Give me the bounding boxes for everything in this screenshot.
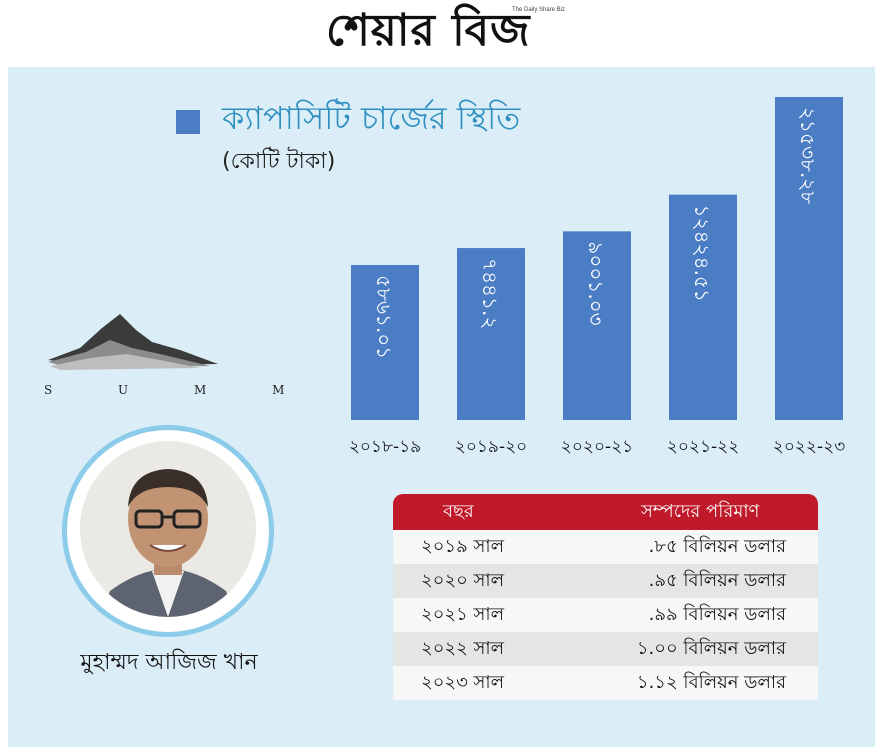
category-label-1: ২০১৯-২০ xyxy=(455,437,527,457)
summit-logo: S U M M I T xyxy=(44,314,320,397)
bar-value-label-3: ১২৪২৪.৫১ xyxy=(690,205,714,302)
bar-value-label-1: ৭৪৪১.২ xyxy=(478,258,502,329)
bar-1 xyxy=(457,248,525,420)
row-assets: ১.০০ বিলিয়ন ডলার xyxy=(636,638,786,659)
chart-unit: (কোটি টাকা) xyxy=(222,149,336,174)
portrait-icon xyxy=(80,441,256,617)
table-row: ২০২১ সাল .৯৯ বিলিয়ন ডলার xyxy=(393,598,818,632)
logo-mountain-light xyxy=(50,354,200,370)
row-year: ২০২২ সাল xyxy=(421,638,505,659)
bar-2 xyxy=(563,231,631,420)
legend-swatch xyxy=(176,110,200,134)
bar-value-label-4: ২১৫৩৮.২৮ xyxy=(796,107,820,204)
masthead-small-text: The Daily Share Biz xyxy=(512,7,566,13)
bar-4 xyxy=(775,97,843,420)
category-label-4: ২০২২-২৩ xyxy=(773,437,845,457)
portrait-photo xyxy=(80,441,256,617)
row-assets: .৯৯ বিলিয়ন ডলার xyxy=(648,604,786,625)
masthead: শেয়ার বিজ The Daily Share Biz xyxy=(0,0,883,64)
bar-value-label-2: ৯০০১.০৩ xyxy=(584,241,608,325)
row-year: ২০২০ সাল xyxy=(421,570,505,591)
row-assets: .৯৫ বিলিয়ন ডলার xyxy=(648,570,786,591)
masthead-title: শেয়ার বিজ xyxy=(326,5,531,56)
logo-wordmark: S U M M I T xyxy=(44,383,320,397)
chart-title: ক্যাপাসিটি চার্জের স্থিতি xyxy=(222,99,521,137)
table-row: ২০১৯ সাল .৮৫ বিলিয়ন ডলার xyxy=(393,530,818,564)
row-assets: .৮৫ বিলিয়ন ডলার xyxy=(648,536,786,557)
category-label-2: ২০২০-২১ xyxy=(561,437,633,457)
bar-3 xyxy=(669,194,737,420)
row-assets: ১.১২ বিলিয়ন ডলার xyxy=(636,672,786,693)
bar-0 xyxy=(351,265,419,420)
table-row: ২০২০ সাল .৯৫ বিলিয়ন ডলার xyxy=(393,564,818,598)
row-year: ২০২১ সাল xyxy=(421,604,505,625)
table-row: ২০২৩ সাল ১.১২ বিলিয়ন ডলার xyxy=(393,666,818,700)
table-body: ২০১৯ সাল .৮৫ বিলিয়ন ডলার ২০২০ সাল .৯৫ ব… xyxy=(393,530,818,700)
table-header-year: বছর xyxy=(443,501,474,522)
row-year: ২০২৩ সাল xyxy=(421,672,505,693)
table-header-assets: সম্পদের পরিমাণ xyxy=(641,501,760,522)
row-year: ২০১৯ সাল xyxy=(421,536,505,557)
bar-value-label-0: ৫৮৬১.০১ xyxy=(372,275,396,359)
table-header: বছর সম্পদের পরিমাণ xyxy=(393,494,818,530)
category-label-0: ২০১৮-১৯ xyxy=(349,437,421,457)
person-name: মুহাম্মদ আজিজ খান xyxy=(80,650,258,675)
assets-table: বছর সম্পদের পরিমাণ ২০১৯ সাল .৮৫ বিলিয়ন … xyxy=(393,494,818,700)
category-label-3: ২০২১-২২ xyxy=(667,437,739,457)
table-row: ২০২২ সাল ১.০০ বিলিয়ন ডলার xyxy=(393,632,818,666)
